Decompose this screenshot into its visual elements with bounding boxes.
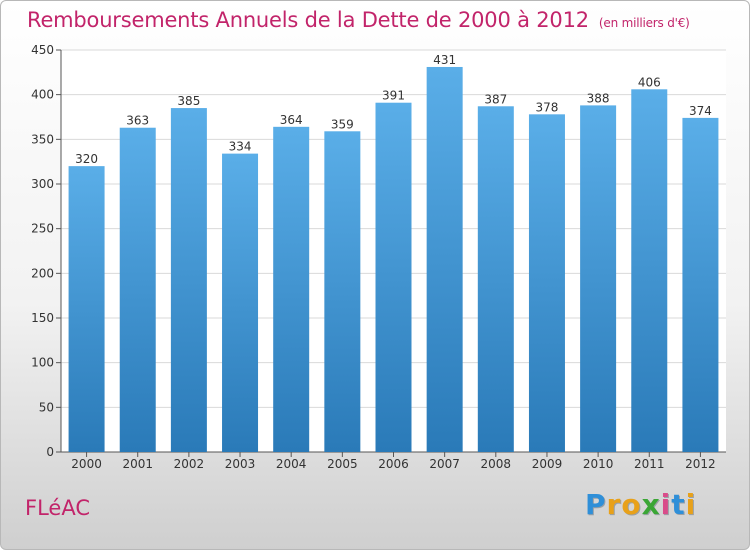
y-tick-label: 150: [31, 311, 54, 325]
y-tick-label: 50: [39, 400, 54, 414]
data-label: 385: [177, 94, 200, 108]
x-tick-label: 2010: [583, 457, 614, 471]
logo-letter: i: [660, 488, 672, 521]
data-label: 320: [75, 152, 98, 166]
data-label: 334: [229, 140, 252, 154]
logo-letter: t: [671, 488, 686, 521]
bar: [68, 166, 105, 452]
bar: [682, 117, 719, 452]
data-label: 431: [433, 53, 456, 67]
chart-title: Remboursements Annuels de la Dette de 20…: [27, 8, 690, 32]
data-label: 406: [638, 75, 661, 89]
y-tick-label: 100: [31, 356, 54, 370]
bar: [580, 105, 617, 453]
data-label: 364: [280, 113, 303, 127]
bar: [324, 131, 361, 452]
bar: [170, 108, 207, 453]
x-tick-label: 2011: [634, 457, 665, 471]
bar: [631, 89, 668, 452]
axes: 0 50 100 150 200 250 300 350 400 450 2000 2001 2002 2…: [31, 43, 726, 471]
x-tick-label: 2001: [122, 457, 153, 471]
bars: [68, 66, 719, 453]
bar: [375, 102, 412, 452]
data-label: 388: [587, 91, 610, 105]
x-tick-label: 2003: [225, 457, 256, 471]
x-tick-label: 2007: [429, 457, 460, 471]
logo-letter: P: [585, 488, 607, 521]
logo-letter: o: [621, 488, 642, 521]
y-tick-label: 0: [46, 445, 54, 459]
x-tick-label: 2006: [378, 457, 409, 471]
data-label: 374: [689, 104, 712, 118]
data-labels: 320 363 385 334 364 359 391 431 387 378 388 406 374: [75, 53, 712, 166]
proxiti-logo: Proxiti: [585, 488, 696, 521]
bar: [273, 126, 310, 453]
bar: [222, 153, 259, 453]
y-tick-label: 250: [31, 222, 54, 236]
data-label: 391: [382, 89, 405, 103]
bar: [477, 106, 514, 452]
y-tick-label: 200: [31, 266, 54, 280]
x-tick-label: 2008: [481, 457, 512, 471]
data-label: 387: [484, 92, 507, 106]
y-tick-label: 300: [31, 177, 54, 191]
x-tick-label: 2004: [276, 457, 307, 471]
data-label: 363: [126, 114, 149, 128]
logo-letter: r: [606, 488, 622, 521]
x-tick-label: 2000: [71, 457, 102, 471]
bar: [528, 114, 565, 452]
x-tick-label: 2005: [327, 457, 358, 471]
y-tick-label: 350: [31, 132, 54, 146]
logo-letter: x: [641, 488, 661, 521]
chart-unit: (en milliers d'€): [598, 16, 690, 30]
logo-letter: i: [685, 488, 697, 521]
bar: [119, 127, 156, 452]
x-tick-label: 2009: [532, 457, 563, 471]
x-tick-label: 2012: [685, 457, 716, 471]
bar: [426, 66, 463, 453]
data-label: 359: [331, 117, 354, 131]
commune-name: FLéAC: [25, 496, 90, 520]
data-label: 378: [536, 100, 559, 114]
chart-title-text: Remboursements Annuels de la Dette de 20…: [27, 8, 589, 32]
y-tick-label: 450: [31, 43, 54, 57]
x-tick-label: 2002: [174, 457, 205, 471]
y-tick-label: 400: [31, 88, 54, 102]
